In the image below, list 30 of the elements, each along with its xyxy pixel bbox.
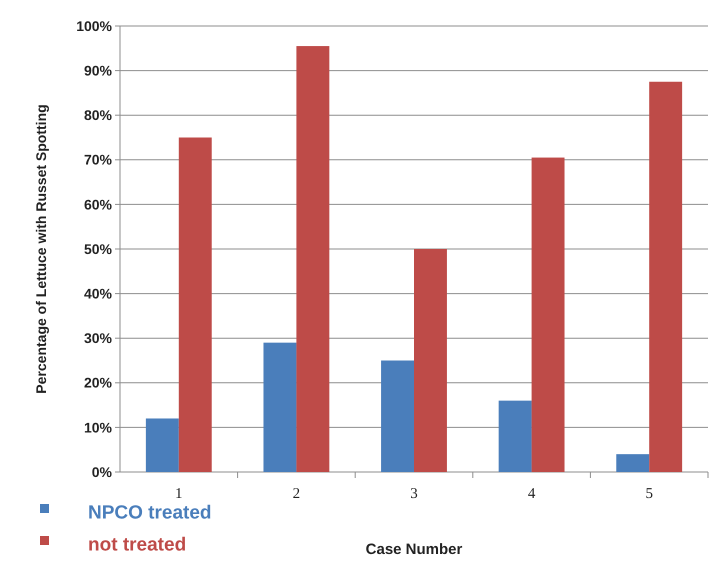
bar — [498, 400, 532, 472]
y-tick-label: 0% — [92, 464, 113, 480]
legend-label: not treated — [88, 534, 186, 556]
x-tick-label: 2 — [292, 486, 300, 502]
x-tick-label: 5 — [645, 486, 653, 502]
y-axis-title: Percentage of Lettuce with Russet Spotting — [33, 104, 49, 394]
x-tick-label: 1 — [175, 486, 183, 502]
y-tick-label: 80% — [84, 107, 113, 124]
y-tick-label: 30% — [84, 330, 113, 346]
legend-label: NPCO treated — [88, 502, 212, 524]
x-tick-label: 3 — [410, 486, 418, 502]
bar — [146, 418, 179, 472]
bar — [381, 360, 414, 472]
y-tick-label: 50% — [84, 240, 113, 257]
bar — [616, 454, 650, 472]
y-tick-label: 10% — [84, 419, 113, 436]
bar — [296, 46, 330, 472]
bar — [178, 138, 212, 472]
bar — [263, 342, 296, 472]
bar — [649, 82, 682, 472]
y-tick-label: 70% — [84, 152, 113, 168]
y-tick-label: 60% — [84, 196, 113, 212]
x-tick-label: 4 — [528, 486, 536, 502]
bar — [532, 158, 565, 472]
y-tick-label: 40% — [84, 286, 113, 302]
y-tick-label: 90% — [84, 62, 113, 78]
bar — [414, 249, 447, 472]
y-tick-label: 20% — [84, 374, 113, 391]
x-axis-title: Case Number — [366, 541, 463, 558]
y-tick-label: 100% — [76, 18, 113, 34]
